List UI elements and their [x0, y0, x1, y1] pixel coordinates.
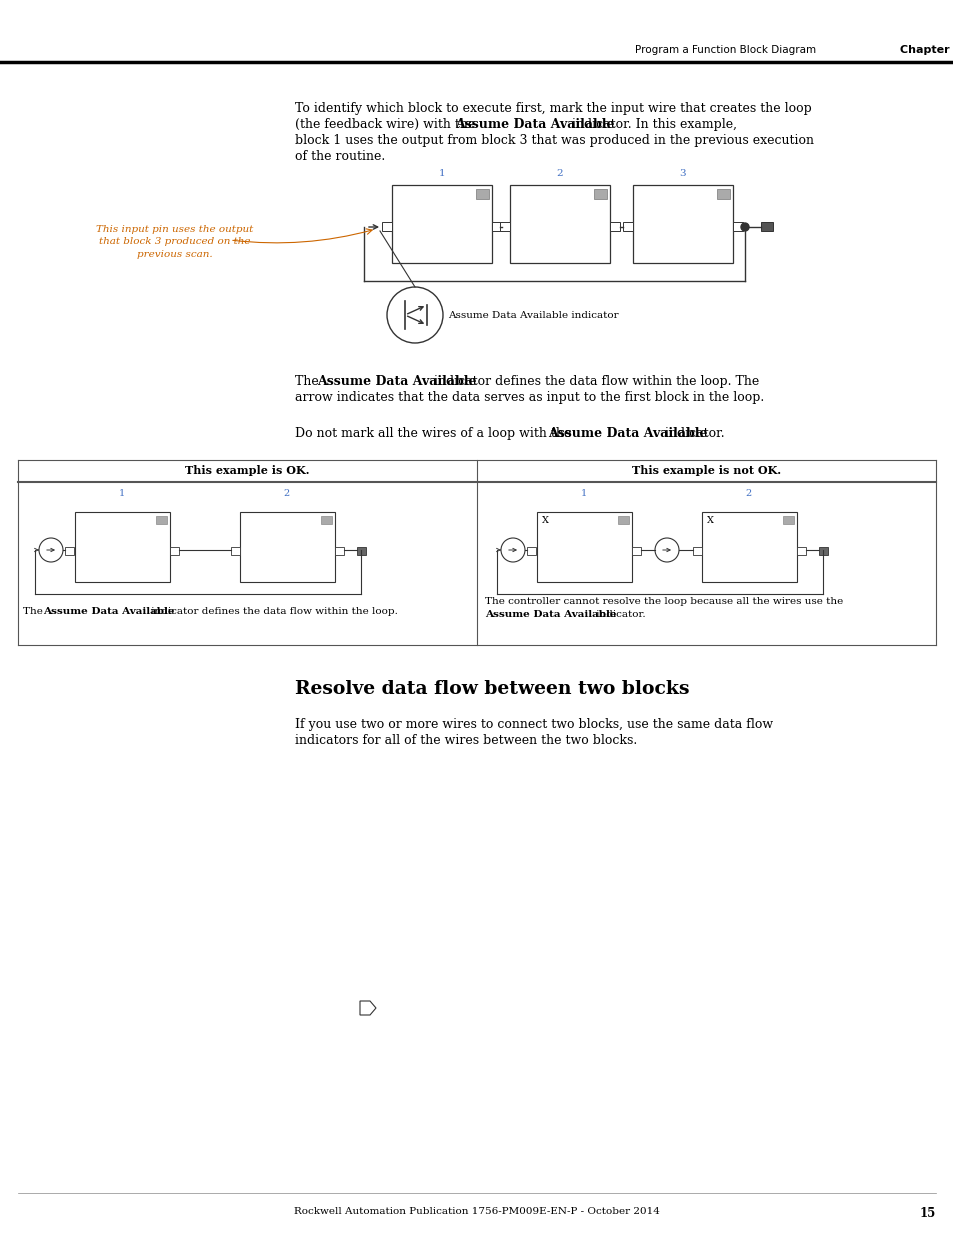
Bar: [240, 513, 335, 582]
Bar: [732, 222, 742, 231]
Text: indicator. In this example,: indicator. In this example,: [567, 119, 737, 131]
Text: indicator.: indicator.: [593, 610, 645, 619]
Text: The controller cannot resolve the loop because all the wires use the: The controller cannot resolve the loop b…: [484, 597, 845, 606]
Bar: [818, 547, 827, 555]
Text: Assume Data Available: Assume Data Available: [455, 119, 614, 131]
Circle shape: [387, 287, 442, 343]
Bar: [618, 516, 628, 524]
Text: 1: 1: [580, 489, 586, 498]
Text: Do not mark all the wires of a loop with the: Do not mark all the wires of a loop with…: [294, 427, 575, 440]
Bar: [476, 189, 489, 199]
Text: block 1 uses the output from block 3 that was produced in the previous execution: block 1 uses the output from block 3 tha…: [294, 135, 813, 147]
Bar: [392, 185, 492, 263]
Text: If you use two or more wires to connect two blocks, use the same data flow: If you use two or more wires to connect …: [294, 718, 772, 731]
Bar: [622, 222, 633, 231]
Text: Resolve data flow between two blocks: Resolve data flow between two blocks: [294, 680, 689, 698]
Text: arrow indicates that the data serves as input to the first block in the loop.: arrow indicates that the data serves as …: [294, 391, 763, 404]
Circle shape: [500, 538, 524, 562]
Text: Assume Data Available: Assume Data Available: [484, 610, 616, 619]
Bar: [510, 185, 609, 263]
Bar: [701, 513, 796, 582]
Text: 1: 1: [119, 489, 125, 498]
Text: 15: 15: [919, 1207, 935, 1220]
Text: (the feedback wire) with the: (the feedback wire) with the: [294, 119, 478, 131]
Circle shape: [655, 538, 679, 562]
Bar: [594, 189, 606, 199]
Text: This input pin uses the output
that block 3 produced on the
previous scan.: This input pin uses the output that bloc…: [96, 225, 253, 259]
Text: X: X: [541, 516, 548, 525]
Bar: [609, 222, 619, 231]
Bar: [492, 222, 501, 231]
Bar: [717, 189, 729, 199]
Text: of the routine.: of the routine.: [294, 149, 385, 163]
Text: The: The: [294, 375, 322, 388]
Text: indicator defines the data flow within the loop. The: indicator defines the data flow within t…: [430, 375, 759, 388]
Text: Rockwell Automation Publication 1756-PM009E-EN-P - October 2014: Rockwell Automation Publication 1756-PM0…: [294, 1207, 659, 1216]
Text: X: X: [706, 516, 713, 525]
Text: Assume Data Available: Assume Data Available: [316, 375, 476, 388]
Text: indicators for all of the wires between the two blocks.: indicators for all of the wires between …: [294, 734, 637, 747]
Text: 1: 1: [438, 169, 445, 178]
Text: 2: 2: [745, 489, 751, 498]
Bar: [170, 547, 179, 555]
Text: 2: 2: [284, 489, 290, 498]
Bar: [356, 547, 366, 555]
Text: Assume Data Available: Assume Data Available: [547, 427, 707, 440]
Text: Assume Data Available indicator: Assume Data Available indicator: [448, 310, 618, 320]
Bar: [156, 516, 167, 524]
Circle shape: [39, 538, 63, 562]
Bar: [75, 513, 170, 582]
Text: This example is not OK.: This example is not OK.: [631, 466, 781, 477]
Bar: [526, 547, 536, 555]
Bar: [499, 222, 510, 231]
Bar: [65, 547, 74, 555]
Bar: [631, 547, 640, 555]
Bar: [760, 222, 772, 231]
Bar: [782, 516, 793, 524]
Text: Program a Function Block Diagram: Program a Function Block Diagram: [635, 44, 815, 56]
Text: 3: 3: [679, 169, 685, 178]
Text: To identify which block to execute first, mark the input wire that creates the l: To identify which block to execute first…: [294, 103, 811, 115]
Bar: [796, 547, 805, 555]
Bar: [231, 547, 240, 555]
Bar: [692, 547, 701, 555]
Polygon shape: [359, 1002, 375, 1015]
Text: Assume Data Available: Assume Data Available: [43, 606, 174, 616]
Text: 2: 2: [557, 169, 562, 178]
Bar: [381, 222, 392, 231]
Bar: [633, 185, 732, 263]
Bar: [537, 513, 631, 582]
Text: indicator.: indicator.: [660, 427, 724, 440]
Text: Chapter 1: Chapter 1: [899, 44, 953, 56]
Text: indicator defines the data flow within the loop.: indicator defines the data flow within t…: [148, 606, 397, 616]
Text: The: The: [23, 606, 46, 616]
Bar: [320, 516, 332, 524]
Text: This example is OK.: This example is OK.: [185, 466, 310, 477]
Circle shape: [740, 224, 748, 231]
Bar: [335, 547, 344, 555]
